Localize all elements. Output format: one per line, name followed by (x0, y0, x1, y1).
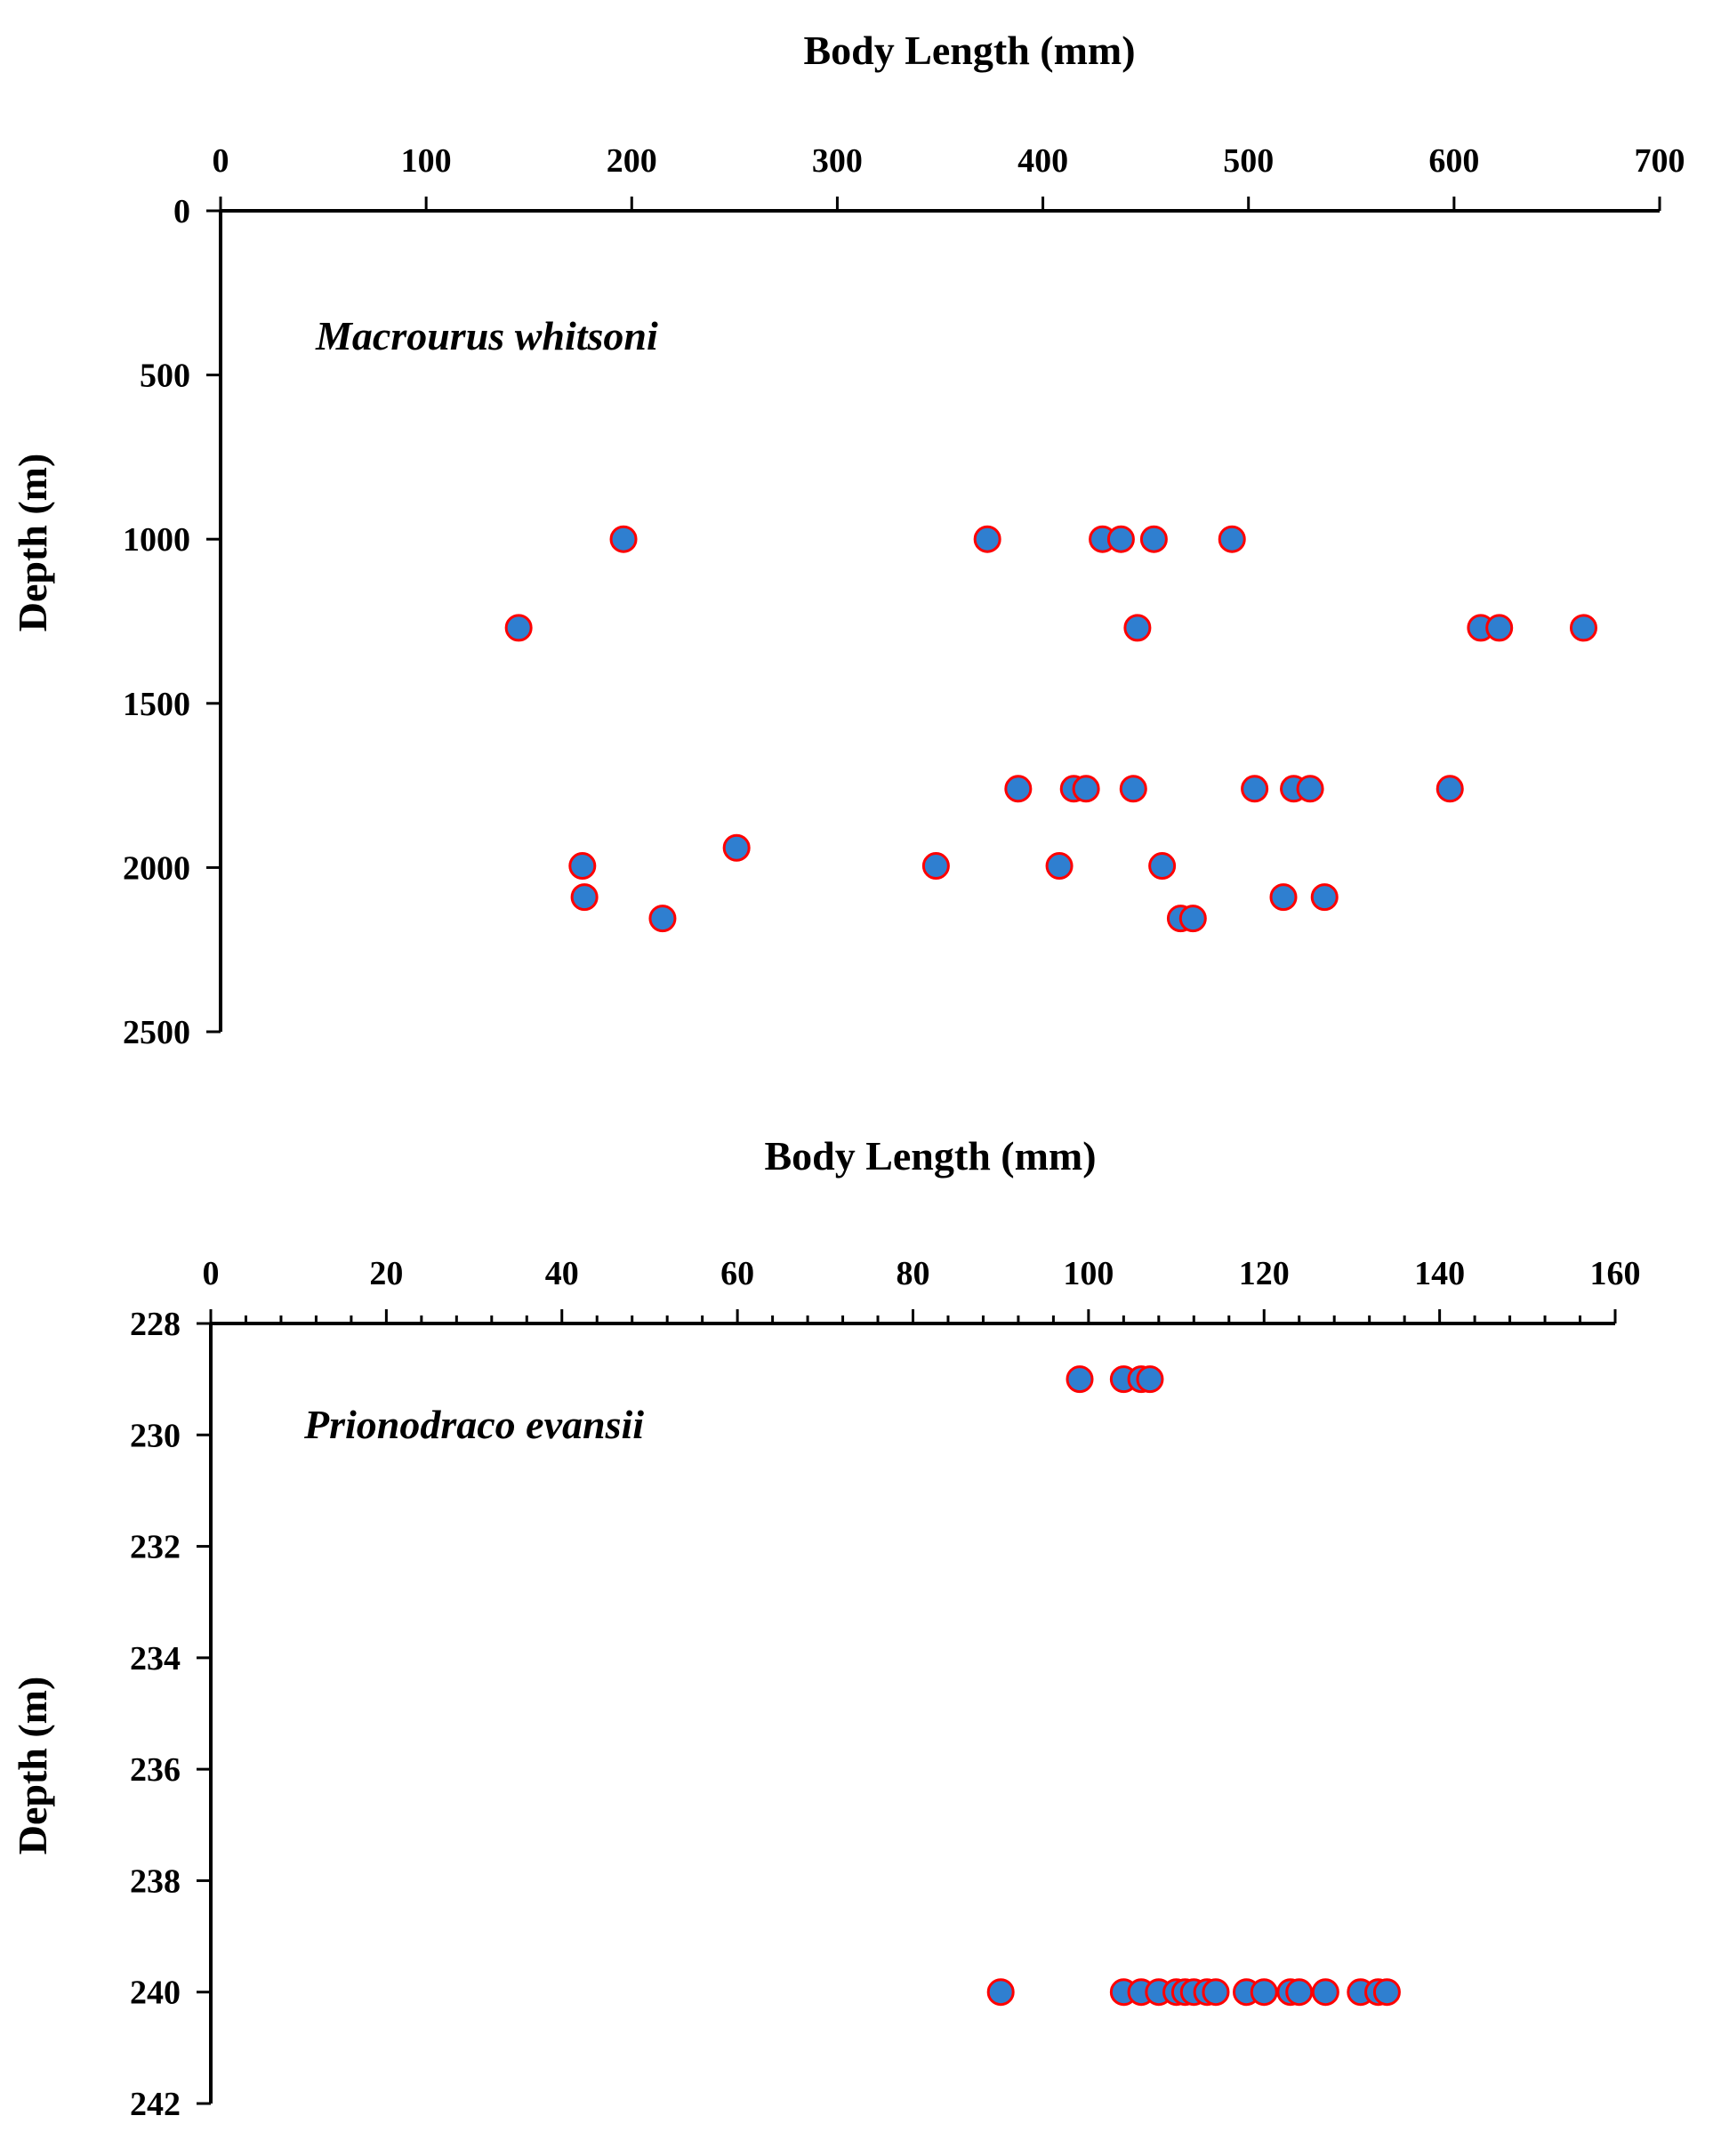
data-point (1310, 883, 1339, 912)
data-point (1139, 525, 1168, 553)
data-point (1285, 1978, 1314, 2007)
y-tick-label: 2000 (123, 849, 190, 887)
data-points (986, 1365, 1401, 2007)
data-point (1485, 614, 1514, 642)
y-tick-label: 2500 (123, 1014, 190, 1051)
y-axis-title: Depth (m) (10, 1677, 55, 1855)
species-label: Prionodraco evansii (303, 1402, 644, 1447)
axes: 0 100 200 300 400 500 600 700 0 500 1000 1500 2000 25… (123, 142, 1685, 1051)
x-tick-label: 700 (1635, 142, 1685, 180)
data-point (1372, 1978, 1401, 2007)
x-tick-label: 120 (1239, 1255, 1290, 1292)
data-point (921, 852, 950, 881)
x-tick-label: 500 (1223, 142, 1274, 180)
data-point (648, 905, 677, 933)
x-tick-label: 600 (1428, 142, 1479, 180)
x-tick-label: 60 (720, 1255, 754, 1292)
x-tick-label: 0 (213, 142, 229, 180)
chart-panel-prionodraco-evansii: Body Length (mm) Depth (m) Prionodraco e… (10, 1133, 1641, 2123)
data-point (1250, 1978, 1278, 2007)
y-axis-title: Depth (m) (10, 454, 55, 632)
data-point (1241, 775, 1269, 803)
data-point (722, 833, 751, 862)
data-point (570, 883, 599, 912)
x-tick-label: 20 (369, 1255, 403, 1292)
data-point (1106, 525, 1135, 553)
data-point (1569, 614, 1597, 642)
data-point (1178, 905, 1207, 933)
data-point (1072, 775, 1100, 803)
chart-panel-macrourus-whitsoni: Body Length (mm) Depth (m) Macrourus whi… (10, 28, 1685, 1051)
data-point (1218, 525, 1246, 553)
y-tick-label: 234 (130, 1640, 181, 1677)
x-tick-label: 0 (203, 1255, 220, 1292)
data-point (1296, 775, 1324, 803)
y-tick-label: 1500 (123, 686, 190, 723)
data-point (1066, 1365, 1094, 1394)
y-tick-label: 236 (130, 1751, 181, 1789)
x-tick-label: 200 (607, 142, 657, 180)
species-label: Macrourus whitsoni (315, 313, 658, 358)
data-points (504, 525, 1597, 933)
x-tick-label: 40 (545, 1255, 579, 1292)
data-point (1148, 852, 1177, 881)
x-tick-label: 160 (1590, 1255, 1641, 1292)
y-tick-label: 0 (173, 193, 190, 230)
data-point (609, 525, 638, 553)
x-tick-label: 400 (1017, 142, 1068, 180)
data-point (1123, 614, 1152, 642)
data-point (1311, 1978, 1339, 2007)
y-tick-label: 232 (130, 1529, 181, 1566)
y-tick-label: 228 (130, 1306, 181, 1343)
y-tick-label: 500 (140, 358, 190, 395)
data-point (1004, 775, 1033, 803)
y-tick-label: 238 (130, 1862, 181, 1900)
y-tick-label: 242 (130, 2086, 181, 2123)
data-point (1269, 883, 1298, 912)
y-tick-label: 1000 (123, 521, 190, 559)
x-tick-label: 80 (897, 1255, 930, 1292)
data-point (568, 852, 597, 881)
x-axis-title: Body Length (mm) (764, 1133, 1096, 1179)
data-point (1202, 1978, 1230, 2007)
data-point (1045, 852, 1074, 881)
data-point (1136, 1365, 1164, 1394)
data-point (986, 1978, 1015, 2007)
x-tick-label: 100 (401, 142, 452, 180)
data-point (1436, 775, 1464, 803)
data-point (973, 525, 1001, 553)
axes: 0 20 40 60 80 100 120 140 160 228 230 232 234 236 238 2… (130, 1255, 1641, 2123)
x-axis-title: Body Length (mm) (803, 28, 1135, 73)
data-point (504, 614, 533, 642)
y-tick-label: 240 (130, 1975, 181, 2012)
data-point (1119, 775, 1147, 803)
x-tick-label: 300 (812, 142, 863, 180)
y-tick-label: 230 (130, 1417, 181, 1454)
x-tick-label: 140 (1414, 1255, 1465, 1292)
x-tick-label: 100 (1063, 1255, 1114, 1292)
